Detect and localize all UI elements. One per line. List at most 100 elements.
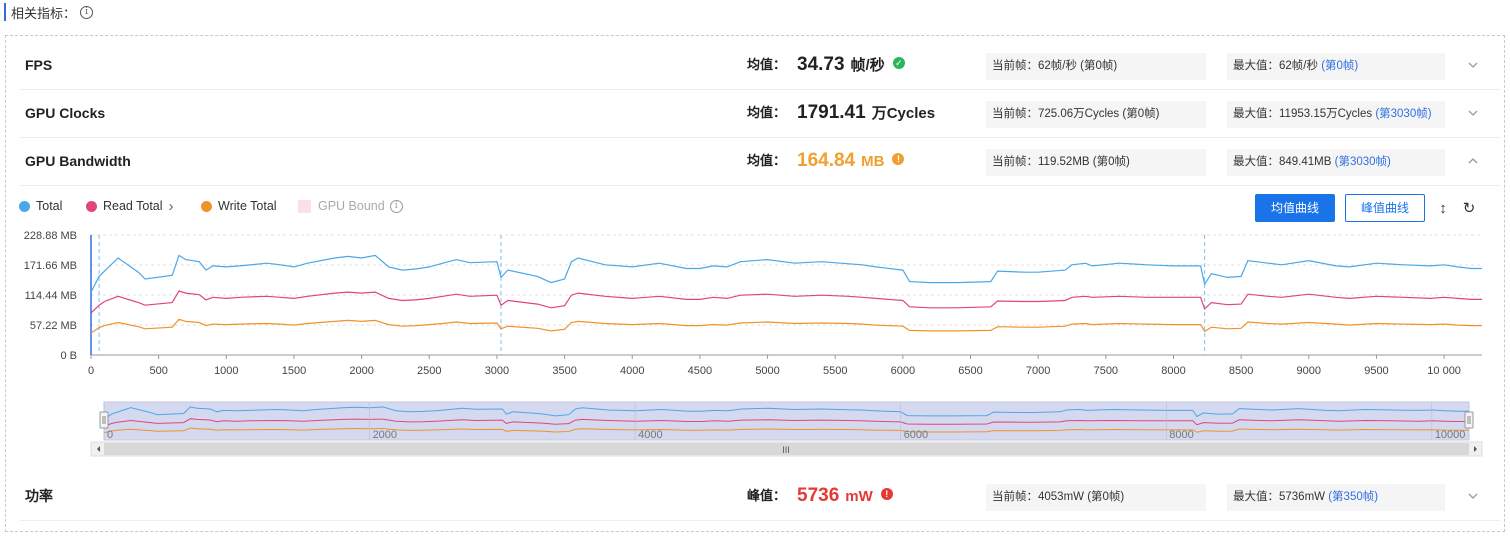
y-tick-label: 171.66 MB	[24, 260, 77, 272]
y-tick-label: 0 B	[60, 350, 77, 362]
legend-label: Write Total	[218, 199, 277, 213]
metric-avg-value: 1791.41 万Cycles	[797, 89, 935, 138]
avg-unit: 帧/秒	[850, 57, 885, 74]
x-tick-label: 9500	[1364, 365, 1388, 377]
chevron-up-icon[interactable]	[1467, 155, 1479, 167]
current-frame-box: 当前帧：725.06万Cycles (第0帧)	[986, 101, 1206, 128]
mean-curve-button[interactable]: 均值曲线	[1255, 194, 1335, 222]
max-frame-link[interactable]: (第350帧)	[1328, 491, 1379, 503]
avg-unit: mW	[845, 488, 873, 505]
y-tick-label: 114.44 MB	[25, 290, 77, 302]
chevron-down-icon[interactable]	[1467, 490, 1479, 502]
legend-dot	[19, 200, 30, 212]
x-tick-label: 4000	[620, 365, 644, 377]
current-frame-box: 当前帧：4053mW (第0帧)	[986, 484, 1206, 511]
navigator-line	[103, 406, 1469, 420]
series-line-read-total	[90, 290, 1482, 314]
max-text: 最大值：849.41MB	[1233, 156, 1335, 168]
series-line-write-total	[90, 318, 1482, 334]
y-tick-label: 228.88 MB	[24, 230, 77, 242]
scroll-left-icon[interactable]	[97, 446, 100, 452]
vertical-arrows-icon[interactable]: ↕	[1439, 200, 1447, 217]
navigator-line	[103, 418, 1469, 427]
metric-row-fps[interactable]: FPS 均值： 34.73 帧/秒 ✓ 当前帧：62帧/秒 (第0帧) 最大值：62…	[20, 41, 1500, 90]
legend-item-read-total[interactable]: Read Total ›	[86, 197, 174, 215]
section-title: 相关指标： i	[4, 3, 94, 21]
navigator-tick-label: 0	[107, 429, 113, 441]
metric-avg-label: 均值：	[747, 153, 787, 168]
metric-row-gpu-bandwidth[interactable]: GPU Bandwidth 均值： 164.84 MB! 当前帧：119.52MB…	[20, 137, 1500, 186]
metrics-panel: FPS 均值： 34.73 帧/秒 ✓ 当前帧：62帧/秒 (第0帧) 最大值：62…	[5, 35, 1505, 532]
metric-avg-value: 34.73 帧/秒 ✓	[797, 41, 905, 90]
x-tick-label: 7000	[1026, 365, 1050, 377]
section-title-text: 相关指标：	[11, 5, 77, 21]
scroll-right-icon[interactable]	[1474, 446, 1477, 452]
chevron-down-icon[interactable]	[1467, 59, 1479, 71]
max-frame-link[interactable]: (第3030帧)	[1375, 108, 1432, 120]
x-tick-label: 2000	[349, 365, 373, 377]
x-tick-label: 8000	[1161, 365, 1185, 377]
metric-row-power[interactable]: 功率 峰值： 5736 mW! 当前帧：4053mW (第0帧) 最大值：5736…	[20, 472, 1500, 521]
x-tick-label: 8500	[1229, 365, 1253, 377]
y-tick-label: 57.22 MB	[30, 320, 77, 332]
metric-avg-label: 均值：	[747, 57, 787, 72]
navigator-tick-label: 10000	[1435, 429, 1466, 441]
legend-label: Total	[36, 199, 63, 213]
info-icon[interactable]: i	[389, 199, 403, 213]
legend-dot	[201, 200, 212, 212]
metric-name: GPU Bandwidth	[25, 153, 131, 169]
x-tick-label: 9000	[1297, 365, 1321, 377]
x-tick-label: 3500	[552, 365, 576, 377]
x-tick-label: 7500	[1094, 365, 1118, 377]
navigator-tick-label: 2000	[373, 429, 397, 441]
legend-item-gpu-bound[interactable]: GPU Bound i	[298, 197, 403, 215]
x-tick-label: 1500	[282, 365, 306, 377]
x-tick-label: 2500	[417, 365, 441, 377]
chevron-right-icon[interactable]: ›	[168, 197, 174, 215]
range-navigator[interactable]: 0 2000 4000 6000 8000 10000 III	[0, 398, 1500, 460]
scroll-grip: III	[782, 445, 790, 455]
info-icon[interactable]: i	[80, 5, 94, 19]
max-value-box: 最大值：11953.15万Cycles (第3030帧)	[1227, 101, 1445, 128]
avg-unit: MB	[861, 153, 885, 170]
series-line-total	[90, 254, 1482, 293]
metric-row-gpu-clocks[interactable]: GPU Clocks 均值： 1791.41 万Cycles 当前帧：725.06…	[20, 89, 1500, 138]
peak-curve-button[interactable]: 峰值曲线	[1345, 194, 1425, 222]
metric-name: GPU Clocks	[25, 105, 106, 121]
max-text: 最大值：11953.15万Cycles	[1233, 108, 1376, 120]
max-frame-link[interactable]: (第3030帧)	[1334, 156, 1391, 168]
legend-swatch	[298, 199, 311, 213]
avg-number: 34.73	[797, 54, 845, 75]
metric-name: FPS	[25, 57, 53, 73]
navigator-handle[interactable]	[1464, 411, 1474, 429]
legend-label: Read Total	[103, 199, 163, 213]
x-tick-label: 5500	[823, 365, 847, 377]
avg-number: 5736	[797, 485, 840, 506]
refresh-icon[interactable]: ↻	[1462, 200, 1476, 217]
legend-item-write-total[interactable]: Write Total	[201, 197, 277, 215]
max-text: 最大值：62帧/秒	[1233, 60, 1322, 72]
avg-number: 164.84	[797, 150, 856, 171]
x-tick-label: 500	[149, 365, 167, 377]
warning-icon: !	[892, 152, 905, 165]
scrollbar-thumb[interactable]	[104, 443, 1469, 455]
metric-peak-value: 5736 mW!	[797, 472, 893, 521]
gpu-bandwidth-chart[interactable]: 0 B 57.22 MB 114.44 MB 171.66 MB 228.88 MB 0 5…	[0, 225, 1500, 385]
metric-avg-value: 164.84 MB!	[797, 137, 905, 186]
x-tick-label: 10 000	[1427, 365, 1461, 377]
metric-peak-label: 峰值：	[747, 488, 787, 503]
error-icon: !	[880, 487, 893, 500]
x-tick-label: 4500	[688, 365, 712, 377]
max-value-box: 最大值：849.41MB (第3030帧)	[1227, 149, 1445, 176]
x-tick-label: 1000	[214, 365, 238, 377]
max-frame-link[interactable]: (第0帧)	[1321, 60, 1359, 72]
x-tick-label: 6000	[891, 365, 915, 377]
navigator-tick-label: 4000	[638, 429, 662, 441]
navigator-line	[103, 427, 1469, 434]
legend-item-total[interactable]: Total	[19, 197, 62, 215]
navigator-handle[interactable]	[99, 411, 109, 429]
x-tick-label: 3000	[485, 365, 509, 377]
chevron-down-icon[interactable]	[1467, 107, 1479, 119]
x-tick-label: 5000	[755, 365, 779, 377]
navigator-tick-label: 6000	[904, 429, 928, 441]
